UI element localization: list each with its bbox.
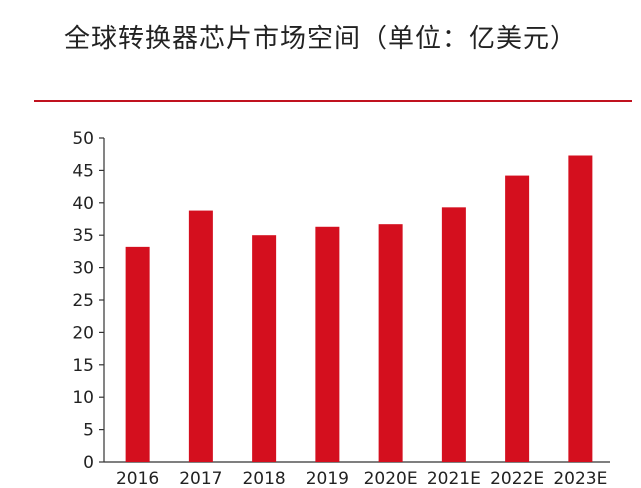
x-tick-label: 2018: [242, 469, 285, 488]
y-tick-label: 5: [83, 421, 94, 441]
x-tick-label: 2021E: [427, 469, 481, 488]
y-tick-label: 30: [72, 259, 94, 279]
bar-2021E: [441, 207, 466, 462]
bar-2022E: [505, 175, 530, 463]
chart-title: 全球转换器芯片市场空间（单位：亿美元）: [63, 24, 577, 54]
x-tick-label: 2020E: [364, 469, 418, 488]
y-tick-label: 15: [72, 356, 94, 376]
y-axis: 0 5 10 15 20 25 30 35 40 45 50: [72, 129, 105, 473]
bar-2016: [125, 246, 150, 462]
x-tick-label: 2016: [116, 469, 159, 488]
x-tick-label: 2023E: [553, 469, 607, 488]
y-tick-label: 20: [72, 323, 94, 343]
y-tick-label: 50: [72, 129, 94, 149]
bar-2020E: [378, 224, 403, 462]
y-tick-label: 0: [83, 453, 94, 473]
bar-series: [125, 155, 593, 463]
x-tick-label: 2019: [306, 469, 349, 488]
y-tick-label: 35: [72, 226, 94, 246]
y-tick-label: 40: [72, 194, 94, 214]
x-tick-label: 2017: [179, 469, 222, 488]
bar-2017: [188, 210, 213, 462]
y-tick-label: 10: [72, 388, 94, 408]
bar-2018: [252, 235, 277, 462]
bar-2023E: [568, 155, 593, 462]
x-tick-label: 2022E: [490, 469, 544, 488]
x-axis: 2016 2017 2018 2019 2020E 2021E 2022E 2023E: [104, 461, 610, 488]
title-divider: [34, 100, 632, 102]
bar-2019: [315, 226, 340, 462]
y-tick-label: 45: [72, 161, 94, 181]
y-tick-label: 25: [72, 291, 94, 311]
